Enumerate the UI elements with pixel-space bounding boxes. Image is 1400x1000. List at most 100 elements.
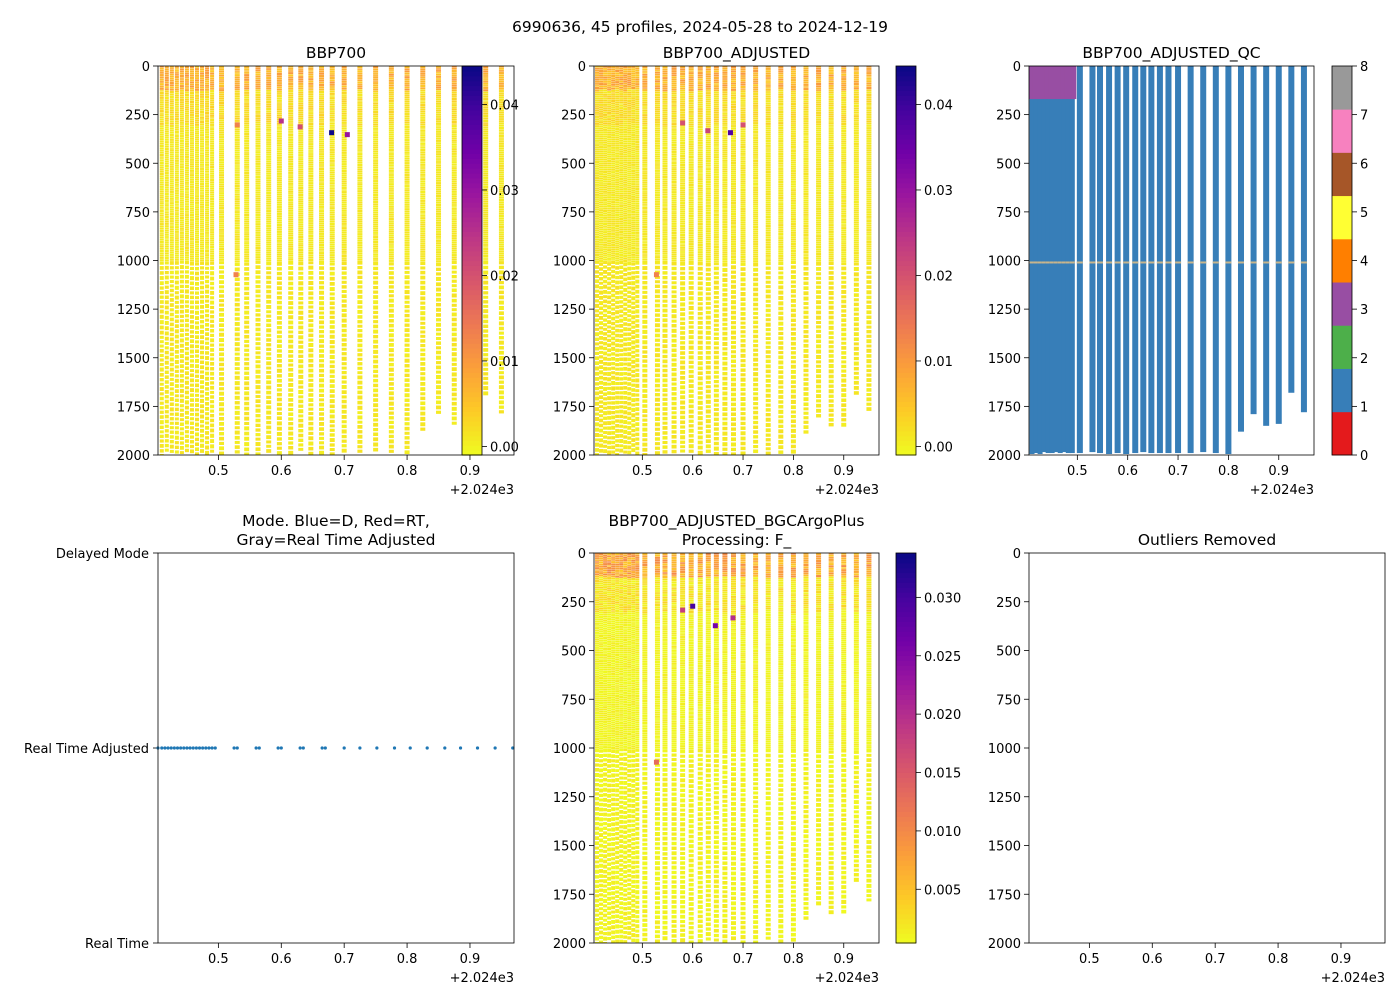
colorbar-segment [462,197,482,203]
data-cell [200,398,205,403]
data-cell [436,163,442,165]
data-cell [174,98,179,102]
data-cell [184,147,189,150]
data-cell [210,142,215,145]
data-cell [357,194,363,197]
data-cell [329,249,335,252]
data-cell [595,377,600,381]
data-cell [234,68,240,71]
data-cell [174,70,179,72]
data-cell [373,120,379,122]
data-cell [169,81,174,85]
data-cell [341,214,347,217]
data-cell [184,173,189,176]
data-cell [174,344,179,349]
data-cell [607,310,612,314]
data-cell [404,74,410,76]
data-cell [603,166,608,169]
data-cell [200,404,205,409]
data-cell [169,397,174,402]
data-cell [308,338,314,342]
data-cell [341,347,347,351]
data-cell [205,223,210,226]
data-cell [603,106,608,108]
data-cell [276,388,282,392]
data-cell [200,360,205,365]
data-cell [179,119,184,122]
data-cell [603,227,608,229]
data-cell [189,161,194,163]
data-cell [205,197,210,200]
data-cell [244,111,250,114]
data-cell [607,353,612,357]
data-cell [200,443,205,448]
data-cell [219,318,225,323]
data-cell [184,380,189,385]
data-cell [308,93,314,96]
data-cell [498,186,504,189]
data-cell [329,243,335,246]
data-cell [234,128,240,131]
data-cell [420,406,426,411]
data-cell [244,213,250,217]
data-cell [483,348,489,352]
data-cell [169,147,174,149]
data-cell [298,164,304,167]
data-cell [595,382,600,386]
data-cell [205,391,210,396]
data-cell [498,173,504,176]
data-cell [164,86,169,88]
data-cell [219,158,225,161]
data-cell [308,233,314,235]
data-cell [341,151,347,154]
x-tick-label: 0.7 [334,464,355,479]
data-cell [164,206,169,208]
data-cell [164,285,169,289]
data-cell [357,285,363,289]
data-cell [210,259,215,262]
data-cell [179,124,184,126]
data-cell [483,202,489,205]
data-cell [595,174,600,177]
data-cell [404,436,410,440]
data-cell [329,355,335,360]
data-cell [329,433,335,437]
data-cell [219,123,225,126]
data-cell [420,168,426,170]
data-cell [603,193,608,195]
data-cell [298,354,304,358]
data-cell [244,205,250,208]
data-cell [404,358,410,363]
data-cell [451,176,457,179]
data-cell [357,145,363,147]
data-cell [595,179,600,182]
data-cell [298,95,304,98]
data-cell [388,411,394,415]
data-cell [159,110,164,113]
data-cell [298,221,304,224]
data-cell [276,108,282,111]
data-cell [159,159,164,162]
data-cell [599,258,604,260]
data-cell [205,241,210,244]
data-cell [174,213,179,216]
data-cell [164,106,169,109]
data-cell [288,147,294,150]
data-cell [200,222,205,225]
data-cell [599,89,604,92]
data-cell [308,112,314,114]
data-cell [329,266,335,271]
data-cell [483,211,489,214]
y-tick-label: 1250 [117,303,150,318]
data-cell [388,176,394,179]
data-cell [404,373,410,378]
data-cell [194,176,199,179]
data-cell [200,197,205,200]
data-cell [288,87,294,90]
data-cell [159,69,164,72]
data-cell [255,433,261,437]
data-cell [357,199,363,201]
data-cell [595,158,600,161]
data-cell [234,134,240,137]
data-cell [219,70,225,73]
